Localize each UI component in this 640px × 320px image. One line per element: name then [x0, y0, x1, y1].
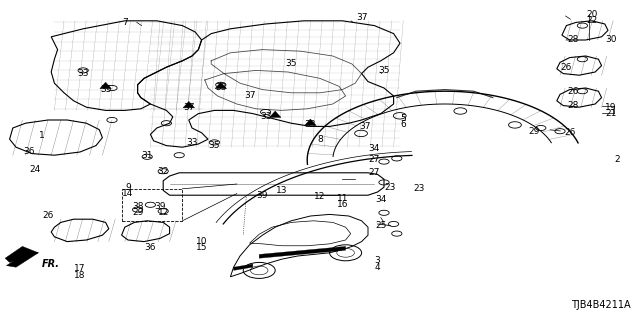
- Polygon shape: [6, 251, 38, 267]
- Text: 1: 1: [39, 132, 44, 140]
- Text: 26: 26: [561, 63, 572, 72]
- Text: 33: 33: [186, 138, 198, 147]
- Text: 7: 7: [122, 18, 127, 27]
- Text: 27: 27: [369, 156, 380, 164]
- Polygon shape: [259, 246, 346, 258]
- Text: 26: 26: [564, 128, 575, 137]
- Text: 33: 33: [305, 120, 316, 129]
- Text: 30: 30: [605, 36, 617, 44]
- Text: 2: 2: [615, 156, 620, 164]
- Text: 8: 8: [317, 135, 323, 144]
- Text: 12: 12: [314, 192, 326, 201]
- Text: 17: 17: [74, 264, 86, 273]
- Text: 4: 4: [375, 263, 380, 272]
- Text: 35: 35: [285, 60, 297, 68]
- Text: 35: 35: [209, 141, 220, 150]
- Text: 24: 24: [29, 165, 41, 174]
- Text: 18: 18: [74, 271, 86, 280]
- Text: 13: 13: [276, 186, 287, 195]
- Text: 37: 37: [356, 13, 367, 22]
- Text: 36: 36: [23, 148, 35, 156]
- Text: 11: 11: [337, 194, 348, 203]
- Text: 31: 31: [141, 151, 153, 160]
- Text: 27: 27: [369, 168, 380, 177]
- Polygon shape: [269, 111, 281, 117]
- Text: 34: 34: [369, 144, 380, 153]
- Text: 39: 39: [154, 202, 166, 211]
- Polygon shape: [183, 101, 195, 108]
- Text: 29: 29: [132, 208, 143, 217]
- Text: 34: 34: [375, 196, 387, 204]
- Text: 19: 19: [605, 103, 617, 112]
- Text: 23: 23: [385, 183, 396, 192]
- Text: 22: 22: [586, 16, 598, 25]
- Text: FR.: FR.: [42, 259, 60, 269]
- Text: 29: 29: [529, 127, 540, 136]
- Text: 20: 20: [586, 10, 598, 19]
- Text: 9: 9: [125, 183, 131, 192]
- Text: 36: 36: [145, 244, 156, 252]
- Text: 33: 33: [215, 84, 227, 92]
- Text: 15: 15: [196, 244, 207, 252]
- Text: 37: 37: [359, 122, 371, 131]
- Text: 5: 5: [401, 114, 406, 123]
- Text: 12: 12: [157, 208, 169, 217]
- Text: 35: 35: [100, 85, 111, 94]
- Text: 16: 16: [337, 200, 348, 209]
- Polygon shape: [234, 264, 253, 270]
- Text: 26: 26: [567, 87, 579, 96]
- Text: 21: 21: [605, 109, 617, 118]
- Text: 33: 33: [77, 69, 89, 78]
- Text: 10: 10: [196, 237, 207, 246]
- Text: 39: 39: [257, 191, 268, 200]
- Text: 3: 3: [375, 256, 380, 265]
- Text: 25: 25: [375, 221, 387, 230]
- Polygon shape: [215, 82, 227, 89]
- Text: 28: 28: [567, 101, 579, 110]
- Text: 37: 37: [183, 103, 195, 112]
- Text: 26: 26: [42, 212, 54, 220]
- Text: 37: 37: [244, 92, 255, 100]
- Text: 6: 6: [401, 120, 406, 129]
- Text: 33: 33: [260, 112, 271, 121]
- Polygon shape: [305, 119, 316, 125]
- Text: 23: 23: [413, 184, 425, 193]
- Text: 32: 32: [157, 167, 169, 176]
- Text: 14: 14: [122, 189, 134, 198]
- Text: 35: 35: [378, 66, 390, 75]
- Text: TJB4B4211A: TJB4B4211A: [571, 300, 630, 310]
- Polygon shape: [100, 82, 111, 89]
- Text: 38: 38: [132, 202, 143, 211]
- Polygon shape: [5, 246, 38, 262]
- Text: 28: 28: [567, 36, 579, 44]
